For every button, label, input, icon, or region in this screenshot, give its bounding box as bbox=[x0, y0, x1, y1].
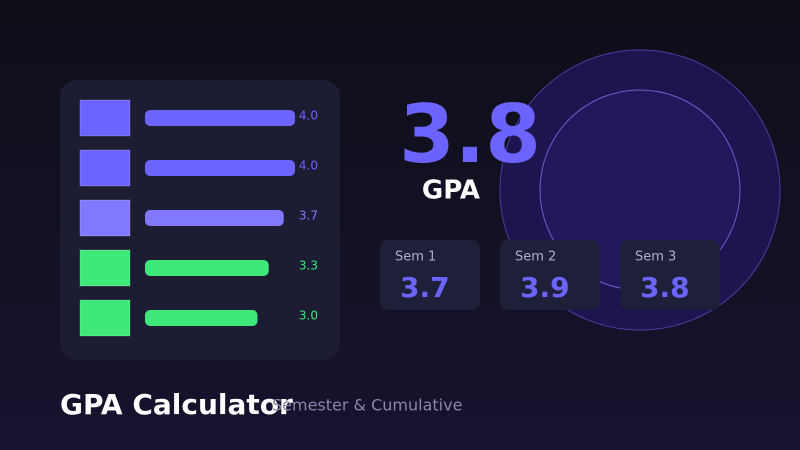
grade-bar bbox=[145, 210, 284, 226]
grade-label: 4.0 bbox=[299, 159, 318, 173]
grade-label: 3.0 bbox=[299, 309, 318, 323]
grade-bar bbox=[145, 310, 258, 326]
semester-card bbox=[500, 240, 600, 310]
grade-label: 4.0 bbox=[299, 109, 318, 123]
gpa-value: 3.8 bbox=[399, 88, 541, 181]
course-icon bbox=[79, 199, 131, 237]
semester-card bbox=[620, 240, 720, 310]
grade-rows: 4.0 4.0 3.7 3.3 3.0 bbox=[79, 99, 318, 337]
grade-bar bbox=[145, 160, 295, 176]
semester-card bbox=[380, 240, 480, 310]
grade-bar bbox=[145, 110, 295, 126]
semester-name: Sem 1 bbox=[395, 250, 436, 265]
semester-gpa: 3.8 bbox=[640, 271, 690, 304]
gpa-label: GPA bbox=[422, 176, 480, 206]
subtitle: Semester & Cumulative bbox=[272, 396, 462, 415]
semester-cards: Sem 1 3.7 Sem 2 3.9 Sem 3 3.8 bbox=[380, 240, 720, 310]
semester-gpa: 3.9 bbox=[520, 271, 570, 304]
semester-gpa: 3.7 bbox=[400, 271, 450, 304]
course-icon bbox=[79, 99, 131, 137]
grade-bar bbox=[145, 260, 269, 276]
grade-label: 3.7 bbox=[299, 209, 318, 223]
course-icon bbox=[79, 249, 131, 287]
title: GPA Calculator bbox=[60, 388, 293, 421]
semester-name: Sem 2 bbox=[515, 250, 556, 265]
grade-label: 3.3 bbox=[299, 259, 318, 273]
course-icon bbox=[79, 299, 131, 337]
semester-name: Sem 3 bbox=[635, 250, 676, 265]
course-icon bbox=[79, 149, 131, 187]
